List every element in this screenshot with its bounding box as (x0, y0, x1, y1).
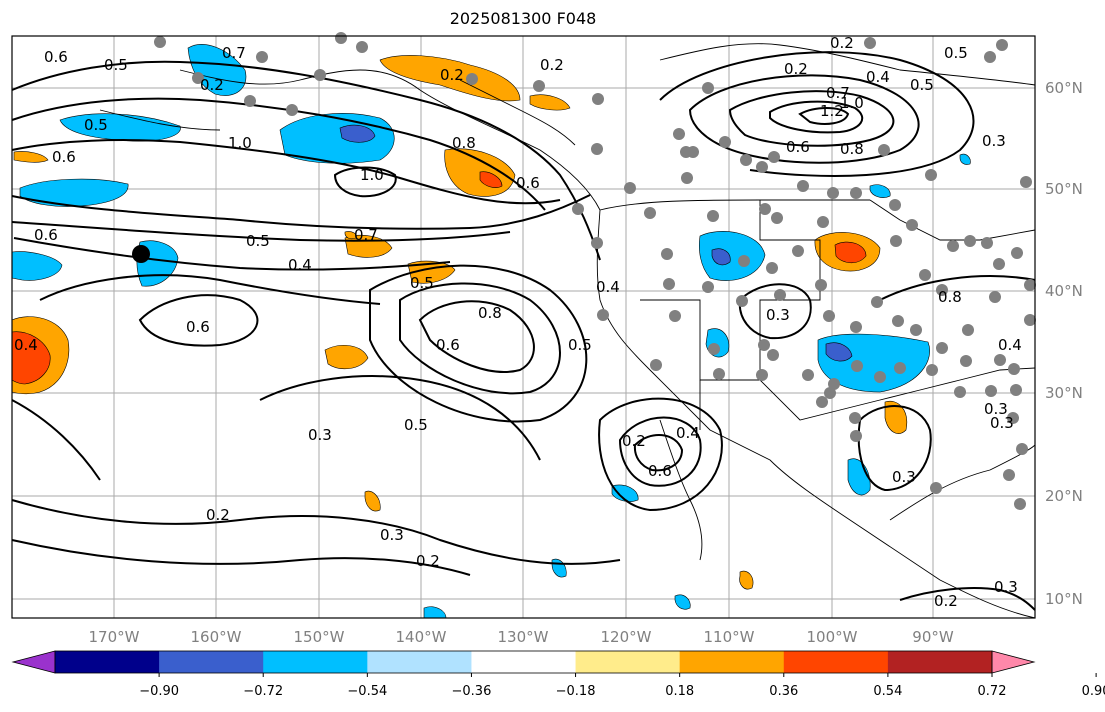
contour-label: 0.2 (830, 34, 854, 52)
contour-label: 0.5 (104, 56, 128, 74)
contour-label: 0.6 (186, 318, 210, 336)
contour-label: 0.4 (998, 336, 1022, 354)
contour-label: 0.2 (440, 66, 464, 84)
contour-label: 0.8 (452, 134, 476, 152)
contour-label: 0.5 (246, 232, 270, 250)
colorbar-segment (263, 651, 368, 673)
lat-label: 10°N (1045, 590, 1083, 608)
contour-label: 0.3 (380, 526, 404, 544)
contour-label: 0.7 (826, 84, 850, 102)
contour-label: 0.3 (994, 578, 1018, 596)
lat-label: 50°N (1045, 180, 1083, 198)
lat-label: 40°N (1045, 282, 1083, 300)
lon-label: 120°W (601, 628, 652, 646)
contour-label: 0.4 (596, 278, 620, 296)
colorbar-tick-label: −0.18 (556, 684, 596, 699)
contour-labels: 0.6 0.5 0.7 0.2 0.2 0.5 0.4 0.2 0.5 0.7 … (14, 34, 1022, 610)
contour-label: 0.5 (410, 274, 434, 292)
contour-label: 0.2 (934, 592, 958, 610)
lon-label: 110°W (704, 628, 755, 646)
contour-label: 0.2 (784, 60, 808, 78)
contour-label: 0.6 (786, 138, 810, 156)
contour-label: 1.0 (840, 94, 864, 112)
colorbar-segment (471, 651, 577, 673)
colorbar-segment (55, 651, 160, 673)
colorbar-extend-low (11, 650, 56, 674)
contour-label: 0.7 (354, 226, 378, 244)
colorbar-segment (575, 651, 681, 673)
colorbar-tick-label: 0.54 (873, 684, 902, 699)
colorbar-border (54, 650, 993, 674)
longitude-labels: 170°W 160°W 150°W 140°W 130°W 120°W 110°… (89, 628, 954, 646)
colorbar-segment (679, 651, 785, 673)
lat-label: 60°N (1045, 79, 1083, 97)
contour-label: 0.3 (982, 132, 1006, 150)
lon-label: 90°W (912, 628, 954, 646)
contour-label: 0.3 (984, 400, 1008, 418)
contour-label: 0.8 (840, 140, 864, 158)
latitude-labels: 60°N 50°N 40°N 30°N 20°N 10°N (1045, 79, 1083, 608)
contour-label: 0.7 (222, 44, 246, 62)
contour-label: 0.4 (676, 424, 700, 442)
contour-label: 1.0 (360, 166, 384, 184)
lat-label: 20°N (1045, 487, 1083, 505)
contour-label: 0.4 (288, 256, 312, 274)
contour-label: 0.2 (416, 552, 440, 570)
lat-label: 30°N (1045, 384, 1083, 402)
colorbar-tick-label: 0.18 (665, 684, 694, 699)
map-frame (11, 35, 1036, 619)
contour-label: 0.6 (44, 48, 68, 66)
colorbar-tick-label: −0.72 (243, 684, 283, 699)
contour-label: 0.4 (866, 68, 890, 86)
colorbar-tick-label: −0.90 (139, 684, 179, 699)
colorbar-tick-label: −0.54 (347, 684, 387, 699)
location-marker (132, 245, 150, 263)
contour-label: 0.2 (540, 56, 564, 74)
colorbar-segment (159, 651, 264, 673)
lon-label: 170°W (89, 628, 140, 646)
colorbar-tick-label: 0.36 (769, 684, 798, 699)
lon-label: 100°W (807, 628, 858, 646)
contour-label: 0.3 (766, 306, 790, 324)
lon-label: 140°W (396, 628, 447, 646)
contour-label: 0.8 (938, 288, 962, 306)
contour-label: 0.5 (944, 44, 968, 62)
map-title: 2025081300 F048 (449, 9, 597, 28)
colorbar-tick-label: 0.72 (978, 684, 1007, 699)
contour-label: 0.6 (436, 336, 460, 354)
contour-label: 0.5 (568, 336, 592, 354)
contour-label: 0.6 (516, 174, 540, 192)
contour-label: 0.4 (14, 336, 38, 354)
lon-label: 160°W (191, 628, 242, 646)
contour-label: 0.6 (34, 226, 58, 244)
station-dots (154, 32, 1036, 510)
contour-label: 0.3 (990, 414, 1014, 432)
colorbar-extend-high (991, 650, 1036, 674)
contour-label: 0.5 (84, 116, 108, 134)
contour-label: 0.2 (622, 432, 646, 450)
contour-label: 0.8 (478, 304, 502, 322)
colorbar-segment (887, 651, 993, 673)
colorbar-tick-label: −0.36 (452, 684, 492, 699)
contour-label: 0.2 (200, 76, 224, 94)
contour-label: 1.2 (820, 102, 844, 120)
contour-label: 0.5 (910, 76, 934, 94)
contour-label: 0.6 (52, 148, 76, 166)
graticule (12, 36, 1035, 618)
colorbar: −0.90 −0.72 −0.54 −0.36 −0.18 0.18 0.36 0.54 0.7… (11, 650, 1105, 699)
contour-label: 0.5 (404, 416, 428, 434)
contour-label: 1.0 (228, 134, 252, 152)
colorbar-segment (783, 651, 889, 673)
lon-label: 130°W (498, 628, 549, 646)
colorbar-tick-label: 0.90 (1082, 684, 1105, 699)
contour-label: 0.6 (648, 462, 672, 480)
colorbar-segment (367, 651, 472, 673)
contour-label: 0.3 (892, 468, 916, 486)
contour-lines (11, 51, 1036, 611)
contour-label: 0.2 (206, 506, 230, 524)
lon-label: 150°W (294, 628, 345, 646)
contour-label: 0.3 (308, 426, 332, 444)
